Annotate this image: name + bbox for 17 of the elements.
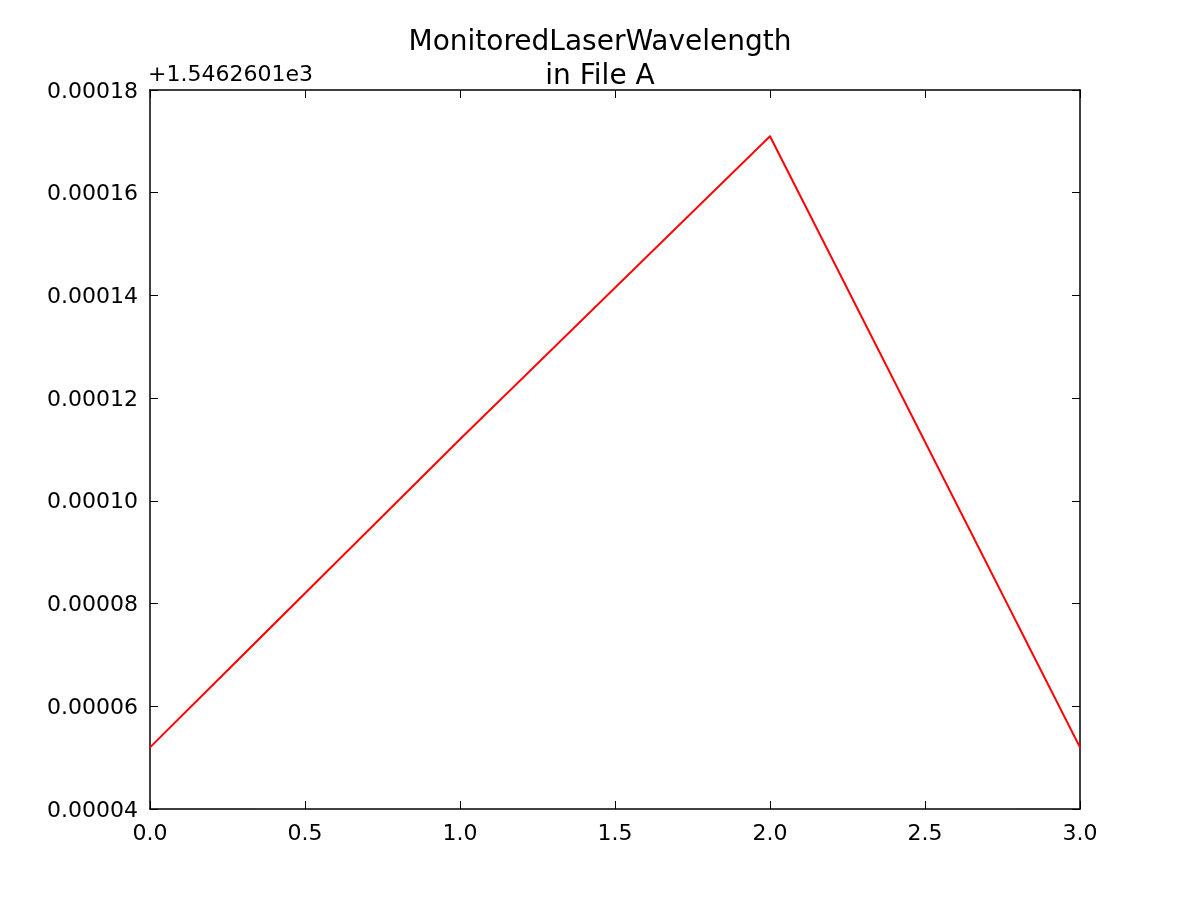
x-tick-label: 1.5 [597,819,633,845]
y-tick-label: 0.00018 [47,77,138,103]
text: +1.5462601e3 [148,60,313,86]
y-tick-label: 0.00012 [47,385,138,411]
y-tick-label: 0.00008 [47,591,138,617]
y-tick-label: 0.00016 [47,180,138,206]
x-tick-label: 0.5 [287,819,323,845]
x-tick-label: 0.0 [132,819,168,845]
chart-title: MonitoredLaserWavelength in File A [408,23,792,91]
y-tick-label: 0.00010 [47,488,138,514]
x-tick-label: 1.0 [442,819,478,845]
y-tick-label: 0.00014 [47,282,138,308]
x-tick-label: 3.0 [1062,819,1098,845]
x-tick-label: 2.0 [752,819,788,845]
x-tick-label: 2.5 [907,819,943,845]
y-tick-label: 0.00004 [47,796,138,822]
y-tick-label: 0.00006 [47,693,138,719]
